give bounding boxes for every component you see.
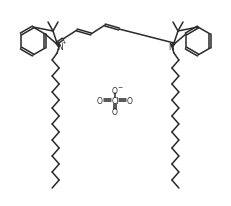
Text: N: N bbox=[57, 42, 63, 51]
Text: O: O bbox=[127, 96, 133, 105]
Text: Cl: Cl bbox=[111, 96, 119, 105]
Text: O: O bbox=[112, 86, 118, 95]
Text: O: O bbox=[97, 96, 103, 105]
Text: N: N bbox=[168, 42, 174, 51]
Text: −: − bbox=[117, 84, 122, 89]
Text: +: + bbox=[62, 40, 67, 45]
Text: O: O bbox=[112, 108, 118, 117]
